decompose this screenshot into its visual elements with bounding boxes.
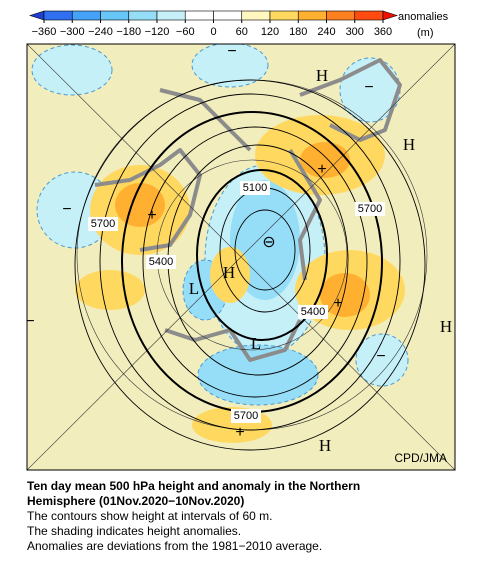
- contour-label-bg: [88, 217, 118, 231]
- colorbar-segment: [241, 10, 271, 21]
- contour-label: 5700: [234, 410, 258, 422]
- anomaly-sign: ⊖: [262, 234, 275, 251]
- anomaly-sign: −: [62, 201, 71, 218]
- colorbar-tick-label: 0: [210, 26, 216, 38]
- contour-label: 5700: [91, 218, 115, 230]
- colorbar-tick-label: 180: [289, 26, 307, 38]
- colorbar-segment: [156, 10, 186, 21]
- colorbar-tick-label: 240: [317, 26, 335, 38]
- caption-title: Ten day mean 500 hPa height and anomaly …: [27, 479, 360, 493]
- colorbar-segment: [297, 10, 327, 21]
- credit: CPD/JMA: [394, 451, 447, 465]
- colorbar-segment: [354, 10, 384, 21]
- contour-label: 5100: [243, 182, 267, 194]
- contour-label-bg: [298, 305, 328, 319]
- pressure-center: H: [223, 263, 235, 282]
- colorbar-title: anomalies: [398, 11, 449, 23]
- colorbar-tick-label: −300: [60, 26, 85, 38]
- colorbar-segment: [100, 10, 130, 21]
- pressure-center: H: [316, 66, 328, 85]
- caption-line: The shading indicates height anomalies.: [27, 524, 241, 538]
- anomaly-sign: −: [227, 43, 236, 60]
- colorbar-segment: [269, 10, 299, 21]
- anomaly-sign: +: [147, 207, 156, 224]
- contour-label: 5400: [301, 306, 325, 318]
- colorbar: −360 −300 −240 −180 −120 −60 0 60 120 180 240 300 36…: [29, 10, 398, 38]
- pressure-center: H: [319, 436, 331, 455]
- colorbar-segment: [128, 10, 158, 21]
- caption: Ten day mean 500 hPa height and anomaly …: [27, 479, 360, 553]
- colorbar-tick-label: −60: [176, 26, 195, 38]
- colorbar-arrow: [382, 10, 398, 21]
- contour-label-bg: [146, 255, 176, 269]
- anomaly-shading: [31, 44, 409, 406]
- colorbar-segment: [184, 10, 214, 21]
- colorbar-tick-label: 360: [374, 26, 392, 38]
- pressure-center: H: [440, 317, 452, 336]
- caption-title: Hemisphere (01Nov.2020−10Nov.2020): [27, 494, 244, 508]
- positive-shading: [75, 115, 405, 443]
- colorbar-segment: [326, 10, 356, 21]
- colorbar-arrow: [29, 10, 45, 21]
- anomaly-sign: +: [235, 424, 244, 441]
- caption-line: The contours show height at intervals of…: [27, 509, 272, 523]
- map: 5100 5700 5400 5700 5400 5700 H H H H H L L − − − − − + + + +…: [25, 43, 455, 470]
- colorbar-unit: (m): [417, 27, 434, 39]
- anomaly-sign: −: [376, 348, 385, 365]
- colorbar-tick-label: −240: [88, 26, 113, 38]
- pressure-center: H: [403, 135, 415, 154]
- colorbar-segment: [213, 10, 243, 21]
- contour-label-bg: [231, 409, 261, 423]
- colorbar-tick-label: 300: [346, 26, 364, 38]
- contour-label: 5400: [149, 256, 173, 268]
- colorbar-segment: [71, 10, 101, 21]
- colorbar-tick-label: 120: [261, 26, 279, 38]
- pressure-center: L: [189, 279, 199, 298]
- anomaly-sign: +: [333, 295, 342, 312]
- map-frame: [26, 43, 456, 471]
- anomaly-sign: −: [364, 79, 373, 96]
- colorbar-tick-label: −360: [32, 26, 57, 38]
- contour-label-bg: [240, 181, 270, 195]
- caption-line: Anomalies are deviations from the 1981−2…: [27, 539, 322, 553]
- colorbar-segment: [43, 10, 73, 21]
- pressure-center: L: [251, 334, 261, 353]
- anomaly-sign: +: [317, 161, 326, 178]
- colorbar-tick-label: 60: [236, 26, 248, 38]
- colorbar-tick-label: −180: [116, 26, 141, 38]
- contour-label-bg: [355, 202, 385, 216]
- colorbar-tick-label: −120: [145, 26, 170, 38]
- anomaly-sign: −: [25, 313, 34, 330]
- contour-label: 5700: [358, 203, 382, 215]
